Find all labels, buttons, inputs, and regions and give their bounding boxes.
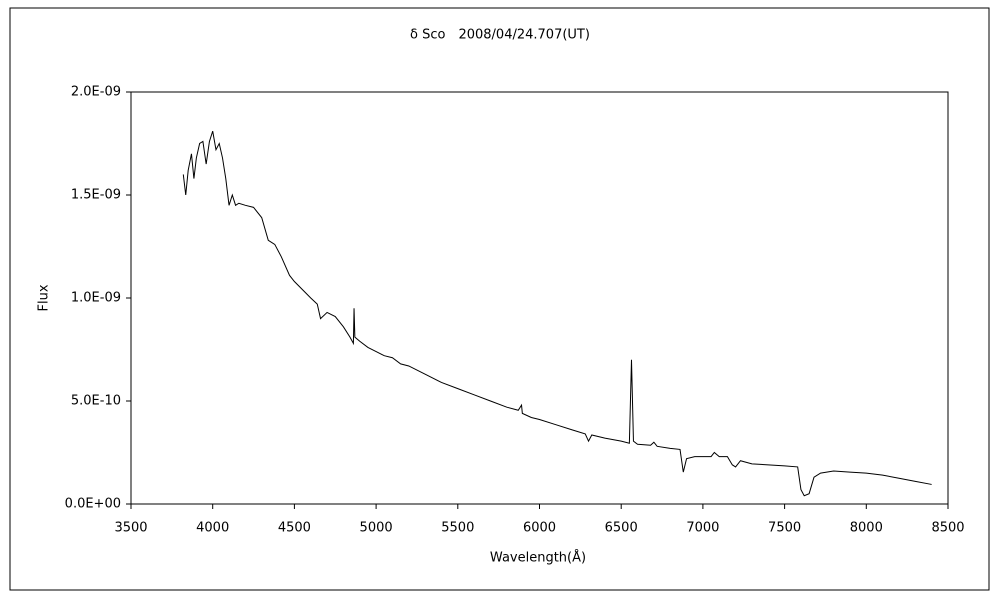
x-tick-label: 6000 <box>523 521 556 536</box>
y-tick-label: 0.0E+00 <box>65 497 121 512</box>
x-tick-label: 3500 <box>114 521 147 536</box>
x-tick-label: 7500 <box>768 521 801 536</box>
x-tick-label: 5500 <box>441 521 474 536</box>
x-tick-label: 4500 <box>278 521 311 536</box>
x-tick-label: 7000 <box>686 521 719 536</box>
plot-area <box>130 91 949 505</box>
x-tick-label: 8500 <box>931 521 964 536</box>
x-tick-label: 8000 <box>850 521 883 536</box>
y-tick-label: 1.0E-09 <box>71 291 121 306</box>
x-axis-label: Wavelength(Å) <box>490 550 586 566</box>
y-tick-label: 1.5E-09 <box>71 188 121 203</box>
spectrum-line <box>182 130 932 497</box>
chart-title: δ Sco 2008/04/24.707(UT) <box>410 28 590 43</box>
x-tick-label: 6500 <box>605 521 638 536</box>
y-tick-label: 2.0E-09 <box>71 85 121 100</box>
y-tick-label: 5.0E-10 <box>71 394 121 409</box>
x-tick-label: 5000 <box>360 521 393 536</box>
x-tick-label: 4000 <box>196 521 229 536</box>
y-axis-label: Flux <box>37 284 52 311</box>
